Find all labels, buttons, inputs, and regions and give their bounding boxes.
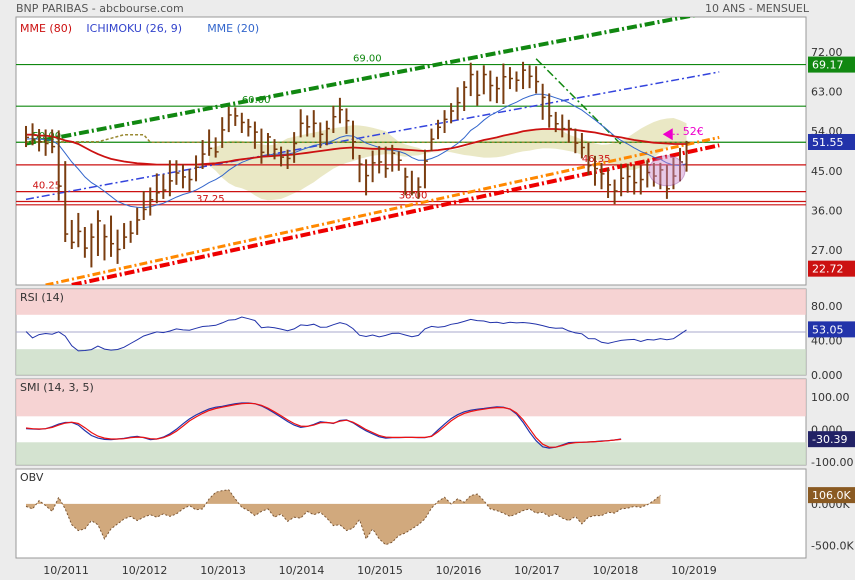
smi-title: SMI (14, 3, 5) — [20, 381, 94, 394]
highlight-circle — [648, 155, 686, 187]
smi-series-line — [25, 402, 622, 448]
obv-last-label-bg — [808, 487, 855, 504]
chart-period: 10 ANS - MENSUEL — [705, 2, 809, 15]
price-ytick-label: 36.00 — [811, 204, 843, 217]
rsi-last-label: 53.05 — [812, 323, 844, 336]
mme80-line — [26, 128, 687, 166]
price-ytick-label: 72.00 — [811, 46, 843, 59]
x-tick-label: 10/2012 — [122, 564, 168, 577]
trend-line — [25, 71, 720, 201]
price-last-label: 22.72 — [812, 263, 844, 276]
level-label: 40.25 — [33, 181, 62, 192]
rsi-last-label-bg — [808, 321, 855, 338]
level-label: 46.35 — [582, 154, 611, 165]
trend-line — [71, 143, 720, 285]
target-arrow — [662, 128, 673, 141]
level-label: 69.00 — [353, 54, 382, 65]
x-tick-label: 10/2011 — [43, 564, 89, 577]
price-last-label-bg — [808, 133, 855, 150]
x-tick-label: 10/2015 — [357, 564, 403, 577]
price-last-label-bg — [808, 56, 855, 73]
smi-last-label: -30.39 — [812, 433, 847, 446]
price-last-label: 69.17 — [812, 59, 844, 72]
smi-lower-zone — [16, 442, 806, 465]
smi-ytick-label: 100.00 — [811, 391, 850, 404]
obv-title: OBV — [20, 471, 44, 484]
chart-source-title: BNP PARIBAS - abcbourse.com — [16, 2, 184, 15]
rsi-overbought-zone — [16, 289, 806, 315]
x-tick-label: 10/2014 — [279, 564, 325, 577]
level-label: 38.00 — [399, 191, 428, 202]
price-last-label: 51.55 — [812, 136, 844, 149]
ichimoku-cloud — [209, 118, 687, 201]
obv-last-label: 106.0K — [812, 489, 851, 502]
trend-line — [25, 17, 696, 146]
legend-entry: ICHIMOKU (26, 9) — [86, 22, 182, 35]
rsi-ytick-label: 0.000 — [811, 369, 843, 382]
smi-upper-zone — [16, 379, 806, 417]
x-tick-label: 10/2017 — [514, 564, 560, 577]
ichimoku-kijun-line — [26, 133, 687, 143]
smi-last-label-bg — [808, 431, 855, 448]
legend-entry: MME (80) — [20, 22, 72, 35]
smi-ytick-label: -100.00 — [811, 456, 853, 469]
x-tick-label: 10/2013 — [200, 564, 246, 577]
rsi-ytick-label: 80.00 — [811, 300, 843, 313]
trend-line — [45, 135, 720, 285]
rsi-oversold-zone — [16, 349, 806, 375]
legend-entry: MME (20) — [207, 22, 259, 35]
rsi-title: RSI (14) — [20, 291, 64, 304]
x-tick-label: 10/2018 — [593, 564, 639, 577]
target-label: 52€ — [683, 125, 704, 138]
x-tick-label: 10/2019 — [671, 564, 717, 577]
obv-area — [26, 489, 661, 545]
level-label: 50.00 — [33, 131, 62, 142]
x-tick-label: 10/2016 — [436, 564, 482, 577]
mme20-line — [25, 93, 687, 209]
price-ytick-label: 45.00 — [811, 165, 843, 178]
obv-plot-area — [25, 489, 661, 546]
obv-ytick-label: -500.0K — [811, 540, 854, 553]
rsi-ytick-label: 40.00 — [811, 335, 843, 348]
price-ytick-label: 63.00 — [811, 86, 843, 99]
price-last-label-bg — [808, 260, 855, 277]
level-label: 37.25 — [196, 194, 225, 205]
obv-line — [25, 489, 661, 546]
rsi-line — [25, 316, 687, 352]
price-ytick-label: 27.00 — [811, 244, 843, 257]
